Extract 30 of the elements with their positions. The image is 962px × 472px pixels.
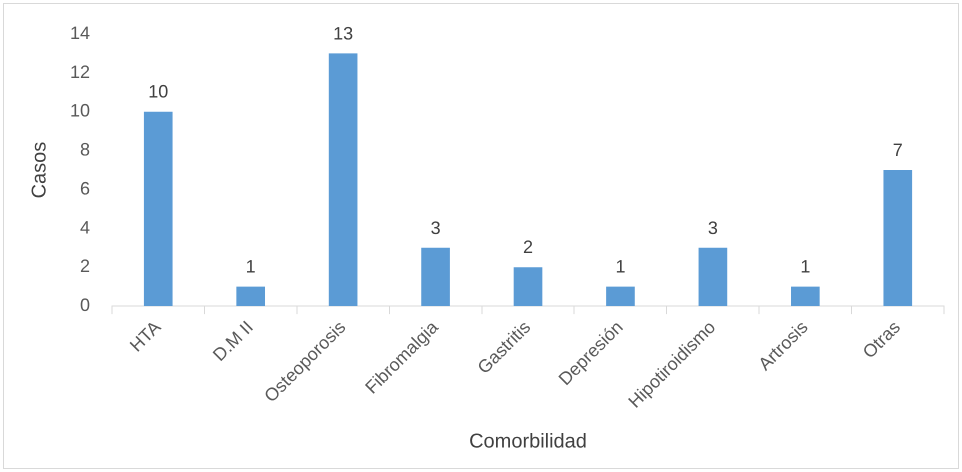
- y-tick-label: 6: [80, 178, 90, 198]
- data-label: 10: [148, 82, 168, 102]
- bar: [698, 248, 728, 306]
- data-label: 3: [708, 218, 718, 238]
- data-label: 1: [615, 256, 626, 277]
- y-axis-title: Casos: [28, 142, 51, 198]
- bar: [883, 170, 912, 306]
- bar: [791, 286, 820, 306]
- x-tick-label: HTA: [126, 316, 165, 356]
- bar: [144, 112, 173, 306]
- data-label: 2: [523, 237, 534, 258]
- y-tick-label: 4: [80, 217, 90, 238]
- y-tick-label: 14: [70, 22, 90, 43]
- data-label: 3: [430, 218, 441, 238]
- y-tick-label: 10: [70, 100, 90, 121]
- bar: [421, 248, 450, 306]
- data-label: 1: [800, 256, 810, 277]
- bar: [236, 286, 266, 306]
- x-axis-title: Comorbilidad: [469, 430, 587, 453]
- y-tick-label: 0: [80, 295, 90, 316]
- x-tick-label: D.M II: [208, 316, 258, 366]
- data-label: 13: [333, 23, 354, 44]
- bar: [606, 286, 635, 306]
- y-tick-label: 2: [80, 256, 90, 276]
- y-tick-label: 8: [80, 140, 90, 160]
- data-label: 7: [892, 140, 903, 160]
- bar: [328, 53, 358, 306]
- data-label: 1: [246, 256, 256, 277]
- bar: [514, 267, 542, 306]
- y-tick-label: 12: [70, 62, 90, 82]
